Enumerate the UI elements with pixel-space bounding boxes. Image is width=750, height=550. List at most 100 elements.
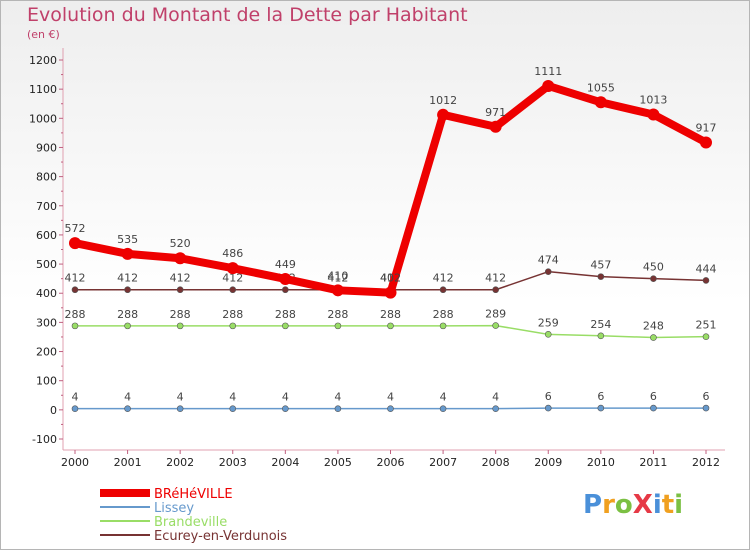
data-label: 486	[222, 247, 243, 260]
y-tick-label: 600	[36, 229, 57, 242]
logo-letter: t	[661, 490, 675, 520]
data-label: 288	[380, 308, 401, 321]
y-tick-label: 400	[36, 287, 57, 300]
x-tick-label: 2002	[166, 456, 194, 469]
series-lissey: 4 4 4 4 4 4 4 4 4 6 6 6 6	[72, 390, 710, 412]
data-point	[650, 334, 657, 341]
x-tick-label: 2005	[324, 456, 352, 469]
data-point	[71, 405, 79, 412]
data-point	[437, 108, 450, 121]
data-label: 4	[440, 391, 447, 404]
data-point	[492, 286, 499, 294]
data-label: 6	[650, 390, 657, 403]
legend-label: BRéHéVILLE	[154, 487, 233, 502]
data-label: 248	[643, 320, 664, 333]
data-point	[597, 332, 605, 340]
data-label: 6	[545, 390, 552, 403]
series-br-h-ville: 572 535 520 486 449 410 402 1012 971 1111 1055 1013…	[65, 65, 717, 299]
x-tick-label: 2006	[377, 456, 405, 469]
data-point	[594, 96, 607, 109]
data-point	[489, 120, 502, 133]
data-label: 288	[117, 308, 138, 321]
data-label: 412	[65, 272, 86, 285]
legend-label: Lissey	[154, 501, 194, 516]
data-point	[334, 322, 342, 330]
data-point	[282, 405, 289, 412]
data-point	[544, 404, 552, 412]
data-label: 251	[696, 319, 717, 332]
data-label: 444	[696, 262, 717, 275]
y-tick-label: 1000	[29, 112, 57, 125]
data-label: 4	[387, 391, 394, 404]
data-point	[597, 273, 605, 280]
data-label: 254	[590, 318, 611, 331]
data-point	[174, 252, 187, 265]
data-point	[542, 79, 555, 92]
data-label: 1055	[587, 81, 615, 94]
data-label: 971	[485, 106, 506, 119]
data-label: 412	[327, 272, 348, 285]
y-tick-label: 1100	[29, 83, 57, 96]
y-tick-label: 200	[36, 346, 57, 359]
x-tick-label: 2008	[482, 456, 510, 469]
data-label: 6	[703, 390, 710, 403]
data-point	[700, 136, 712, 149]
data-point	[544, 268, 552, 275]
data-point	[71, 286, 79, 294]
chart-title: Evolution du Montant de la Dette par Hab…	[27, 4, 468, 26]
data-point	[647, 108, 660, 121]
data-label: 1012	[429, 94, 457, 107]
data-label: 535	[117, 233, 138, 246]
x-tick-label: 2010	[587, 456, 615, 469]
data-label: 450	[643, 261, 664, 274]
proxiti-logo: ProXiti	[583, 490, 683, 520]
data-label: 4	[177, 391, 184, 404]
data-point	[124, 286, 131, 294]
logo-letter: i	[652, 490, 662, 520]
data-label: 412	[433, 272, 454, 285]
data-point	[69, 237, 81, 250]
data-label: 1111	[534, 65, 562, 78]
data-point	[226, 262, 239, 275]
data-label: 4	[492, 391, 499, 404]
data-label: 6	[597, 390, 604, 403]
data-label: 288	[275, 308, 296, 321]
data-point	[229, 405, 237, 412]
x-tick-label: 2007	[429, 456, 457, 469]
series-line	[71, 81, 710, 297]
data-label: 520	[170, 237, 191, 250]
chart-legend: BRéHéVILLELisseyBrandevilleEcurey-en-Ver…	[100, 487, 287, 544]
data-point	[282, 322, 289, 330]
data-point	[387, 322, 394, 330]
data-point	[71, 322, 79, 330]
data-point	[492, 322, 499, 329]
data-point	[384, 286, 397, 299]
logo-letter: X	[632, 490, 653, 520]
data-label: 410	[327, 269, 348, 282]
data-point	[650, 275, 657, 282]
data-label: 402	[380, 272, 401, 285]
data-label: 4	[282, 391, 289, 404]
data-label: 412	[170, 272, 191, 285]
y-tick-label: 1200	[29, 54, 57, 67]
logo-letter: o	[614, 490, 633, 520]
data-label: 412	[485, 272, 506, 285]
series-brandeville: 288 288 288 288 288 288 288 288 289 259 254 248 251	[65, 308, 717, 341]
data-point	[176, 322, 184, 330]
x-tick-label: 2009	[534, 456, 562, 469]
x-tick-label: 2011	[639, 456, 667, 469]
data-point	[229, 286, 237, 294]
y-tick-label: 700	[36, 200, 57, 213]
data-label: 288	[65, 308, 86, 321]
data-label: 412	[117, 272, 138, 285]
x-tick-label: 2004	[271, 456, 299, 469]
y-tick-label: -100	[32, 433, 57, 446]
data-label: 4	[72, 391, 79, 404]
data-point	[331, 284, 344, 297]
data-label: 288	[170, 308, 191, 321]
data-point	[544, 331, 552, 338]
data-point	[650, 404, 657, 412]
data-label: 288	[327, 308, 348, 321]
